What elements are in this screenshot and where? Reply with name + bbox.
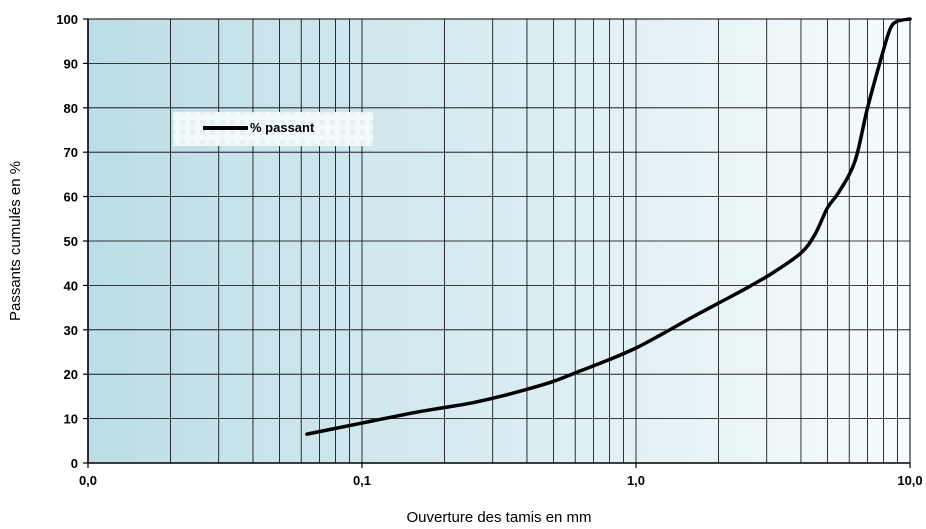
y-axis-title: Passants cumulés en %	[7, 161, 24, 321]
y-tick-label: 60	[64, 190, 78, 205]
legend: % passant	[173, 112, 373, 146]
y-tick-label: 80	[64, 101, 78, 116]
series-line-passant	[305, 17, 912, 436]
y-tick-label: 70	[64, 145, 78, 160]
x-tick-label: 1,0	[627, 473, 645, 488]
y-tick-label: 40	[64, 278, 78, 293]
y-tick-label: 10	[64, 412, 78, 427]
y-tick-label: 0	[71, 456, 78, 471]
legend-label: % passant	[250, 120, 315, 135]
x-tick-label: 0,0	[79, 473, 97, 488]
x-tick-label: 10,0	[897, 473, 922, 488]
y-tick-label: 90	[64, 56, 78, 71]
series-layer	[305, 17, 912, 436]
axes: 0 10 20 30 40 50 60 70 80 90 100 0,0 0,1 1,0 10,0	[56, 12, 922, 488]
x-axis-title: Ouverture des tamis en mm	[406, 509, 591, 526]
y-tick-label: 50	[64, 234, 78, 249]
x-tick-label: 0,1	[353, 473, 371, 488]
y-tick-label: 20	[64, 367, 78, 382]
y-tick-label: 30	[64, 323, 78, 338]
y-tick-label: 100	[56, 12, 78, 27]
